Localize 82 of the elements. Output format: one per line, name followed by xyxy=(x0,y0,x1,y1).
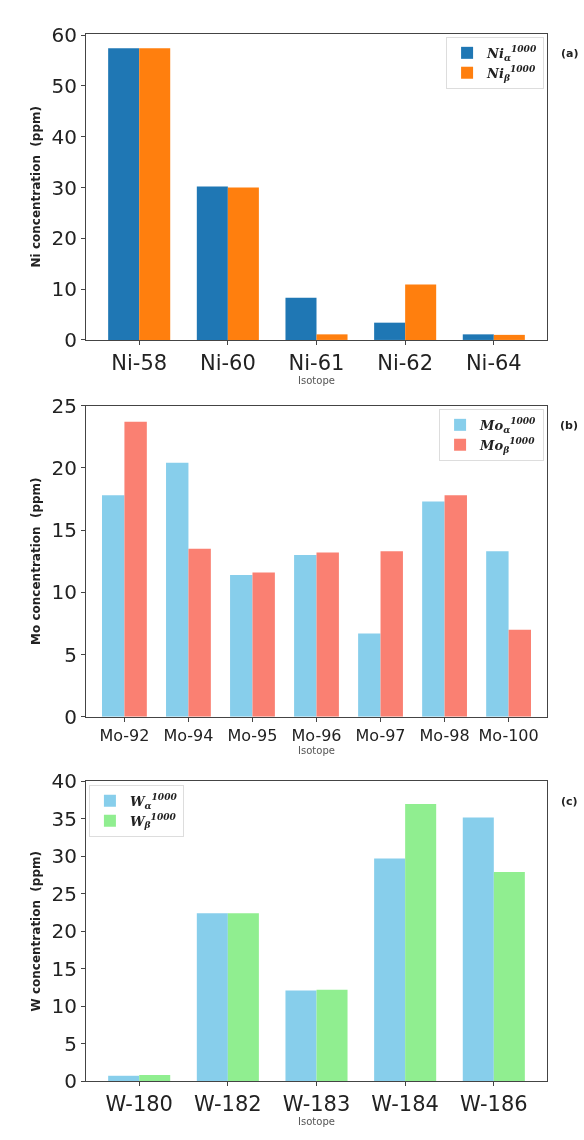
y-tick-label: 25 xyxy=(51,393,77,418)
bar xyxy=(316,334,348,340)
y-tick-label: 0 xyxy=(64,704,77,729)
text: (c) xyxy=(561,795,578,808)
x-tick-label: Ni-60 xyxy=(199,351,256,376)
y-axis-title: Ni concentration (ppm) xyxy=(28,106,43,268)
bar xyxy=(124,421,147,717)
x-tick-label: Ni-58 xyxy=(111,351,168,376)
y-tick-label: 0 xyxy=(64,327,77,352)
y-axis-title: Mo concentration (ppm) xyxy=(28,477,43,645)
x-tick-label: Mo-100 xyxy=(478,726,539,746)
bar xyxy=(462,817,494,1082)
bar xyxy=(285,297,317,340)
y-tick-label: 15 xyxy=(51,518,77,543)
bar xyxy=(358,633,381,717)
bar xyxy=(230,574,253,717)
x-tick-label: W-182 xyxy=(194,1092,262,1117)
bar xyxy=(486,551,509,717)
x-tick-label: Mo-97 xyxy=(355,726,406,746)
bar xyxy=(294,554,317,717)
x-tick-label: W-183 xyxy=(282,1092,351,1117)
bar xyxy=(508,629,531,717)
y-tick-label: 10 xyxy=(51,580,77,605)
bar xyxy=(139,1075,171,1082)
bar xyxy=(493,334,525,340)
bar xyxy=(444,495,467,717)
y-tick-label: 10 xyxy=(51,994,77,1019)
bar xyxy=(374,322,406,340)
bar xyxy=(108,1075,140,1082)
x-tick-label: W-186 xyxy=(460,1092,528,1117)
x-tick-label: W-184 xyxy=(371,1092,439,1117)
y-tick-label: 25 xyxy=(51,881,77,906)
y-tick-label: 40 xyxy=(51,124,77,149)
bar xyxy=(285,990,317,1082)
y-tick-label: 0 xyxy=(64,1069,77,1094)
x-tick-label: Mo-98 xyxy=(419,726,470,746)
bar xyxy=(380,551,403,717)
bar xyxy=(316,989,348,1082)
bar xyxy=(188,548,211,717)
y-tick-label: 50 xyxy=(51,73,77,98)
bar xyxy=(493,872,525,1082)
x-tick-label: W-180 xyxy=(105,1092,173,1117)
bar xyxy=(316,552,339,717)
y-tick-label: 30 xyxy=(51,175,77,200)
y-tick-label: 5 xyxy=(64,1031,77,1056)
y-axis-title: W concentration (ppm) xyxy=(28,850,43,1012)
x-axis-title: Isotope xyxy=(298,1116,335,1128)
x-tick-label: Mo-96 xyxy=(291,726,342,746)
bar xyxy=(227,187,259,340)
x-axis-title: Isotope xyxy=(298,375,335,387)
y-tick-label: 30 xyxy=(51,844,77,869)
bar xyxy=(252,572,275,717)
bar xyxy=(405,284,437,340)
bar xyxy=(422,501,445,717)
y-tick-label: 40 xyxy=(51,769,77,794)
text: (b) xyxy=(560,419,578,432)
x-tick-label: Ni-62 xyxy=(377,351,434,376)
x-tick-label: Ni-61 xyxy=(288,351,345,376)
y-tick-label: 20 xyxy=(51,455,77,480)
bar xyxy=(166,462,189,717)
y-tick-label: 20 xyxy=(51,919,77,944)
y-tick-label: 35 xyxy=(51,806,77,831)
y-tick-label: 5 xyxy=(64,642,77,667)
bar xyxy=(108,48,140,340)
bar xyxy=(374,858,406,1082)
text: (a) xyxy=(561,47,579,60)
y-tick-label: 10 xyxy=(51,277,77,302)
bar xyxy=(102,495,125,717)
bar xyxy=(405,803,437,1082)
bar xyxy=(196,913,228,1082)
y-tick-label: 15 xyxy=(51,956,77,981)
bar xyxy=(227,913,259,1082)
x-tick-label: Ni-64 xyxy=(465,351,522,376)
y-tick-label: 20 xyxy=(51,226,77,251)
bar xyxy=(196,186,228,340)
y-tick-label: 60 xyxy=(51,23,77,48)
bar xyxy=(139,48,171,340)
x-tick-label: Mo-95 xyxy=(227,726,278,746)
x-axis-title: Isotope xyxy=(298,745,335,757)
x-tick-label: Mo-94 xyxy=(163,726,214,746)
bar xyxy=(462,334,494,340)
x-tick-label: Mo-92 xyxy=(99,726,150,746)
